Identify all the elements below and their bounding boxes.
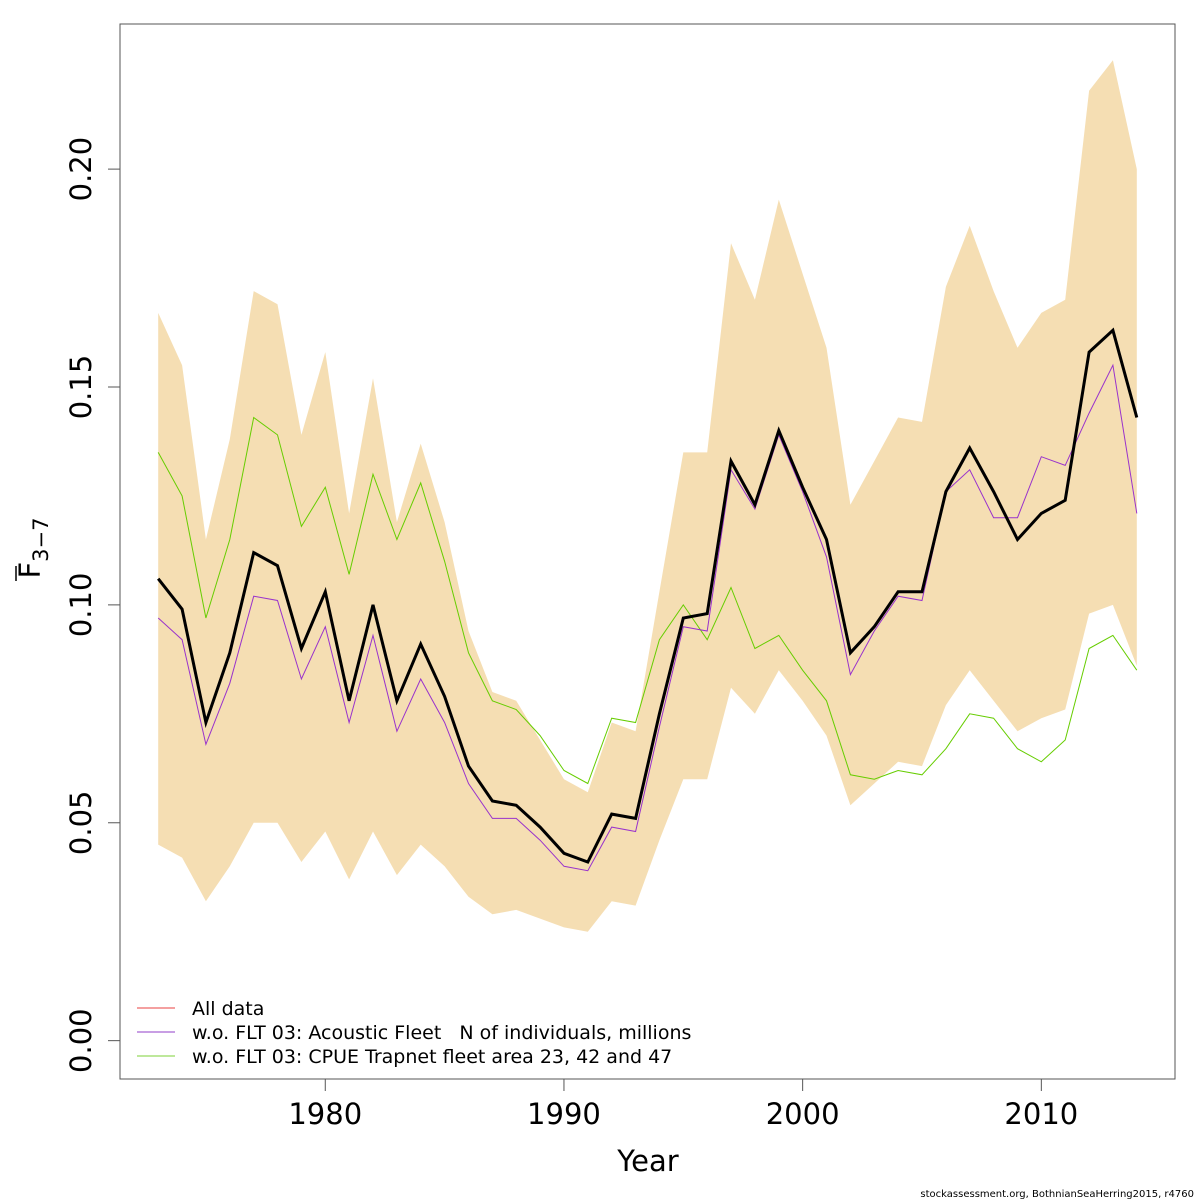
x-axis: 1980 1990 2000 2010 [288,1078,1078,1131]
y-tick-label: 0.05 [64,791,98,856]
legend-item: All data [137,998,264,1020]
legend-item: w.o. FLT 03: CPUE Trapnet fleet area 23,… [137,1046,672,1068]
y-tick-label: 0.10 [64,573,98,638]
legend-label: All data [192,998,264,1020]
y-tick-label: 0.20 [64,137,98,202]
x-tick-label: 2000 [766,1097,840,1131]
y-tick-label: 0.00 [64,1008,98,1073]
y-axis: 0.00 0.05 0.10 0.15 0.20 [64,137,121,1073]
series-layer [157,327,1139,872]
series-without-acoustic-fleet-line [157,363,1138,872]
x-tick-label: 2010 [1004,1097,1078,1131]
confidence-band-layer [158,60,1137,932]
svg-text:F3−7: F3−7 [13,517,53,578]
series-all-data-line [157,327,1139,864]
legend-label: w.o. FLT 03: CPUE Trapnet fleet area 23,… [192,1046,672,1068]
y-axis-title: F3−7 [13,517,53,581]
legend-item: w.o. FLT 03: Acoustic Fleet N of individ… [137,1022,691,1044]
y-axis-title-main: F [13,562,47,579]
x-tick-label: 1980 [288,1097,362,1131]
series-without-cpue-trapnet-line [157,416,1138,785]
x-tick-label: 1990 [527,1097,601,1131]
confidence-band [158,60,1137,932]
y-tick-label: 0.15 [64,355,98,420]
y-axis-title-subscript: 3−7 [29,517,53,561]
footer-credit: stockassessment.org, BothnianSeaHerring2… [920,1189,1194,1200]
legend-label: w.o. FLT 03: Acoustic Fleet N of individ… [192,1022,691,1044]
x-axis-title: Year [616,1144,678,1178]
